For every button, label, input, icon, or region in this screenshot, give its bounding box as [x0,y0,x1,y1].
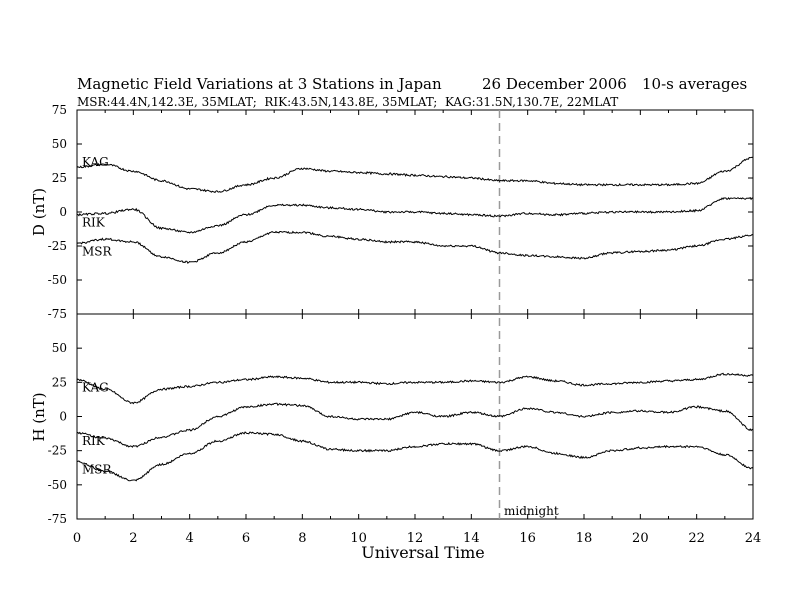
x-axis-label: Universal Time [361,543,484,562]
x-tick-label: 6 [242,531,250,546]
series-label-kag: KAG [82,381,109,395]
midnight-annotation: midnight [504,504,559,518]
y-tick-label: 25 [52,375,67,389]
y-tick-label: -25 [48,239,67,253]
y-tick-label: 25 [52,171,67,185]
x-tick-label: 10 [350,531,367,546]
x-tick-label: 18 [576,531,593,546]
x-tick-label: 8 [298,531,306,546]
series-label-kag: KAG [82,155,109,169]
x-tick-label: 16 [519,531,536,546]
series-line-kag [76,372,754,405]
y-tick-label: -75 [48,512,67,526]
y-tick-label: 75 [52,103,67,117]
x-tick-label: 4 [186,531,194,546]
y-tick-label: 50 [52,341,67,355]
y-tick-label: -25 [48,444,67,458]
series-line-rik [76,402,754,448]
series-line-msr [76,230,754,264]
series-layer: KAG RIK MSR KAG RIK MSR [76,155,754,482]
x-tick-label: 24 [745,531,762,546]
x-tick-label: 12 [407,531,424,546]
x-tick-label: 0 [73,531,81,546]
series-label-rik: RIK [82,434,106,448]
x-tick-label: 2 [129,531,137,546]
series-label-msr: MSR [82,463,113,477]
y-tick-label: -50 [48,273,67,287]
chart-date: 26 December 2006 [482,75,627,93]
y-tick-label: 50 [52,137,67,151]
stations-info: MSR:44.4N,142.3E, 35MLAT; RIK:43.5N,143.… [77,95,618,109]
x-tick-label: 22 [688,531,705,546]
series-label-rik: RIK [82,216,106,230]
ticks-layer: 0 2 4 6 8 10 12 14 16 18 20 22 247550250-25-50-75502… [48,103,762,546]
h-panel-frame [76,313,754,520]
series-label-msr: MSR [82,244,113,258]
x-tick-label: 14 [463,531,480,546]
d-axis-label: D (nT) [30,188,48,236]
series-line-msr [76,431,754,482]
y-tick-label: -50 [48,478,67,492]
y-tick-label: 0 [59,410,67,424]
series-line-kag [76,156,754,194]
x-tick-label: 20 [632,531,649,546]
y-tick-label: -75 [48,307,67,321]
y-tick-label: 0 [59,205,67,219]
h-axis-label: H (nT) [30,392,48,441]
chart-title: Magnetic Field Variations at 3 Stations … [77,75,442,93]
series-line-rik [76,196,754,234]
chart-averaging-note: 10-s averages [642,75,747,93]
